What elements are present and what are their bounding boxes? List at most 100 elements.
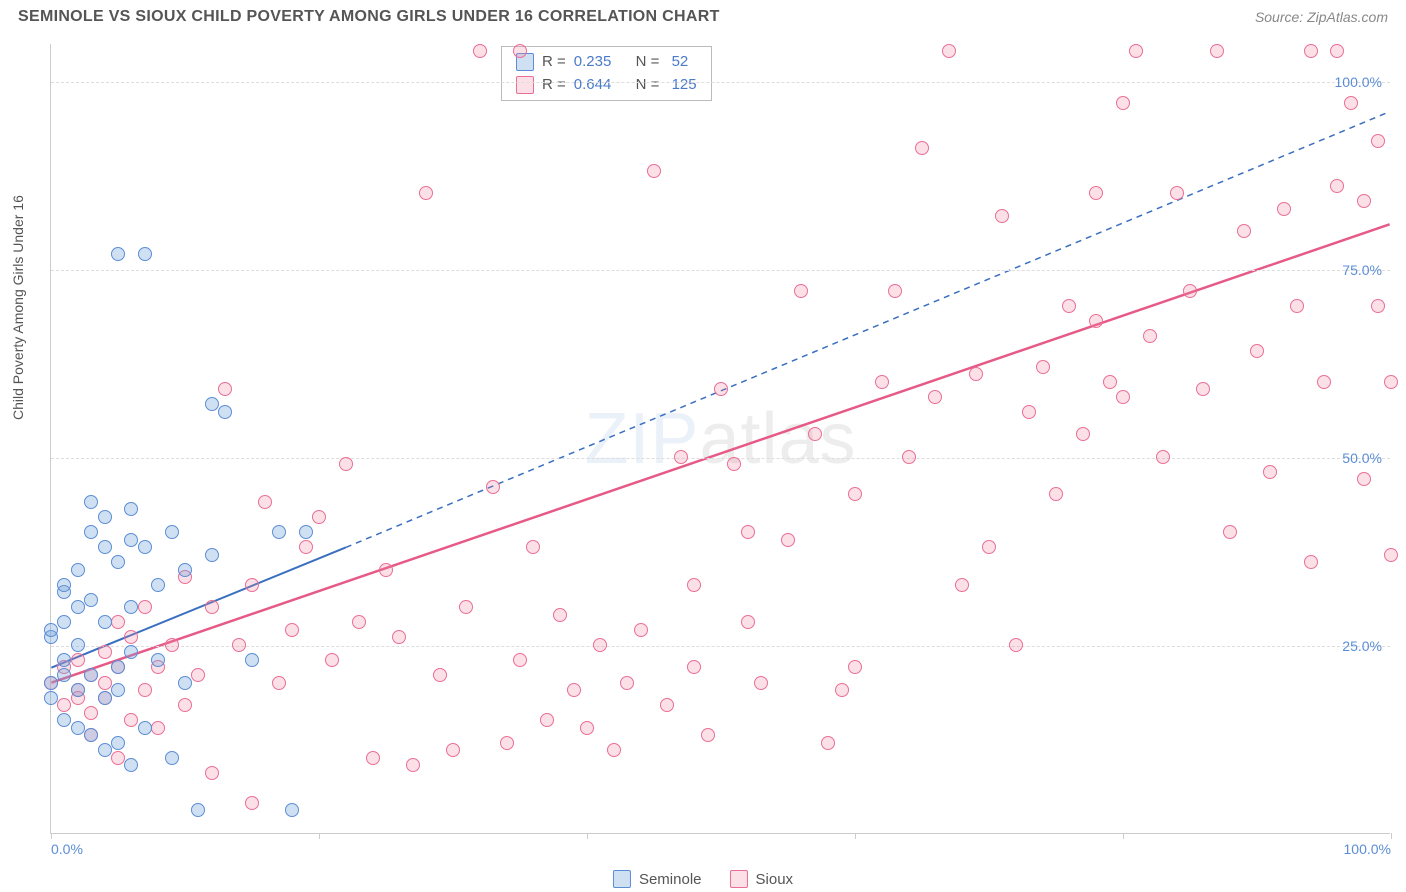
seminole-point [111,683,125,697]
sioux-point [741,615,755,629]
seminole-point [178,563,192,577]
seminole-point [57,653,71,667]
seminole-point [84,495,98,509]
sioux-point [138,683,152,697]
seminole-point [111,555,125,569]
seminole-point [138,247,152,261]
gridline [51,270,1390,271]
sioux-point [1103,375,1117,389]
sioux-point [660,698,674,712]
seminole-point [151,653,165,667]
sioux-point [928,390,942,404]
legend-item-seminole: Seminole [613,870,702,888]
seminole-point [245,653,259,667]
correlation-box: R = 0.235 N = 52 R = 0.644 N = 125 [501,46,712,101]
sioux-point [902,450,916,464]
sioux-point [272,676,286,690]
seminole-point [57,713,71,727]
sioux-point [98,645,112,659]
sioux-point [1036,360,1050,374]
sioux-point [526,540,540,554]
sioux-point [808,427,822,441]
seminole-point [205,548,219,562]
sioux-point [325,653,339,667]
chart-title: SEMINOLE VS SIOUX CHILD POVERTY AMONG GI… [18,8,720,26]
sioux-point [634,623,648,637]
sioux-point [513,44,527,58]
seminole-point [299,525,313,539]
seminole-point [151,578,165,592]
y-tick-label: 50.0% [1342,450,1382,466]
sioux-point [111,615,125,629]
seminole-point [111,247,125,261]
sioux-point [674,450,688,464]
sioux-point [1250,344,1264,358]
sioux-point [848,487,862,501]
seminole-point [178,676,192,690]
scatter-chart: ZIPatlas R = 0.235 N = 52 R = 0.644 N = … [50,44,1390,834]
sioux-point [1317,375,1331,389]
y-tick-label: 75.0% [1342,262,1382,278]
sioux-point [285,623,299,637]
sioux-point [754,676,768,690]
sioux-point [781,533,795,547]
sioux-point [1384,548,1398,562]
seminole-point [57,668,71,682]
sioux-point [366,751,380,765]
sioux-point [1022,405,1036,419]
seminole-point [98,691,112,705]
legend-label: Sioux [756,871,794,888]
sioux-point [1049,487,1063,501]
sioux-point [71,653,85,667]
sioux-point [741,525,755,539]
seminole-point [98,743,112,757]
gridline [51,458,1390,459]
seminole-point [84,668,98,682]
sioux-point [218,382,232,396]
sioux-point [727,457,741,471]
x-tick-mark [1123,833,1124,839]
sioux-point [1170,186,1184,200]
seminole-point [124,533,138,547]
seminole-point [44,676,58,690]
sioux-point [1277,202,1291,216]
sioux-point [687,660,701,674]
sioux-point [1076,427,1090,441]
sioux-point [473,44,487,58]
sioux-point [1304,555,1318,569]
sioux-point [969,367,983,381]
sioux-point [995,209,1009,223]
sioux-point [580,721,594,735]
sioux-point [1371,299,1385,313]
legend-item-sioux: Sioux [730,870,794,888]
sioux-point [245,796,259,810]
sioux-point [701,728,715,742]
x-tick-mark [1391,833,1392,839]
sioux-point [1009,638,1023,652]
seminole-point [124,600,138,614]
sioux-point [714,382,728,396]
sioux-point [1116,96,1130,110]
sioux-point [942,44,956,58]
sioux-point [1237,224,1251,238]
sioux-point [1196,382,1210,396]
seminole-point [71,563,85,577]
header: SEMINOLE VS SIOUX CHILD POVERTY AMONG GI… [0,0,1406,32]
legend: Seminole Sioux [613,870,793,888]
sioux-point [352,615,366,629]
y-axis-label: Child Poverty Among Girls Under 16 [10,195,26,420]
sioux-point [513,653,527,667]
sioux-point [205,600,219,614]
seminole-point [124,758,138,772]
seminole-point [272,525,286,539]
seminole-point [124,645,138,659]
correlation-row: R = 0.644 N = 125 [516,74,697,97]
sioux-point [486,480,500,494]
sioux-point [982,540,996,554]
sioux-point [392,630,406,644]
sioux-point [888,284,902,298]
x-tick-label: 0.0% [51,841,83,857]
sioux-point [1330,179,1344,193]
sioux-point [138,600,152,614]
seminole-point [71,721,85,735]
